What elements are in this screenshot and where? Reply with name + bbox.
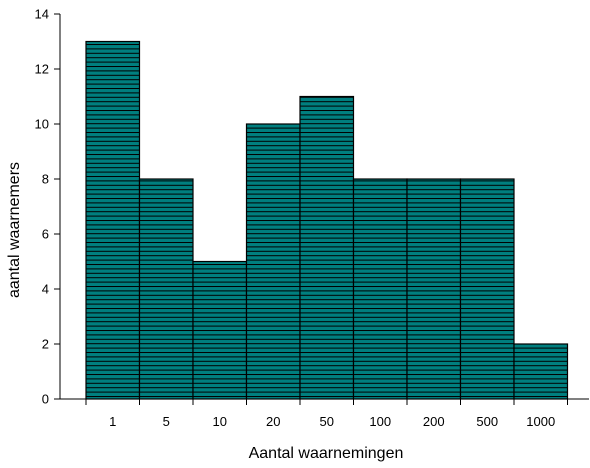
y-tick-label-12: 12 [35,62,49,77]
axes-group [54,13,589,405]
x-tick-label-100: 100 [369,414,391,429]
y-tick-label-6: 6 [42,227,49,242]
bar-1000 [513,343,569,400]
x-tick-label-5: 5 [163,414,170,429]
y-tick-label-2: 2 [42,337,49,352]
y-tick-label-14: 14 [35,7,49,22]
bar-200 [406,178,462,400]
x-tick-labels: 1 5 10 20 50 100 200 500 1000 [109,414,555,429]
bars-group [85,40,569,400]
bar-20 [245,123,301,400]
x-tick-label-1000: 1000 [526,414,555,429]
y-tick-label-10: 10 [35,117,49,132]
x-tick-label-1: 1 [109,414,116,429]
y-tick-label-8: 8 [42,172,49,187]
x-tick-label-50: 50 [320,414,334,429]
x-tick-label-500: 500 [476,414,498,429]
bar-5 [138,178,194,400]
bar-10 [192,260,248,400]
bar-50 [299,95,355,400]
x-tick-label-20: 20 [266,414,280,429]
bar-1 [85,40,141,400]
y-tick-label-4: 4 [42,282,49,297]
y-tick-labels: 0 2 4 6 8 10 12 14 [35,7,49,407]
bar-500 [459,178,515,400]
bar-100 [352,178,408,400]
y-axis-title: aantal waarnemers [6,162,23,298]
x-tick-label-200: 200 [423,414,445,429]
x-tick-label-10: 10 [213,414,227,429]
y-tick-label-0: 0 [42,392,49,407]
x-axis-title: Aantal waarnemingen [249,445,404,462]
